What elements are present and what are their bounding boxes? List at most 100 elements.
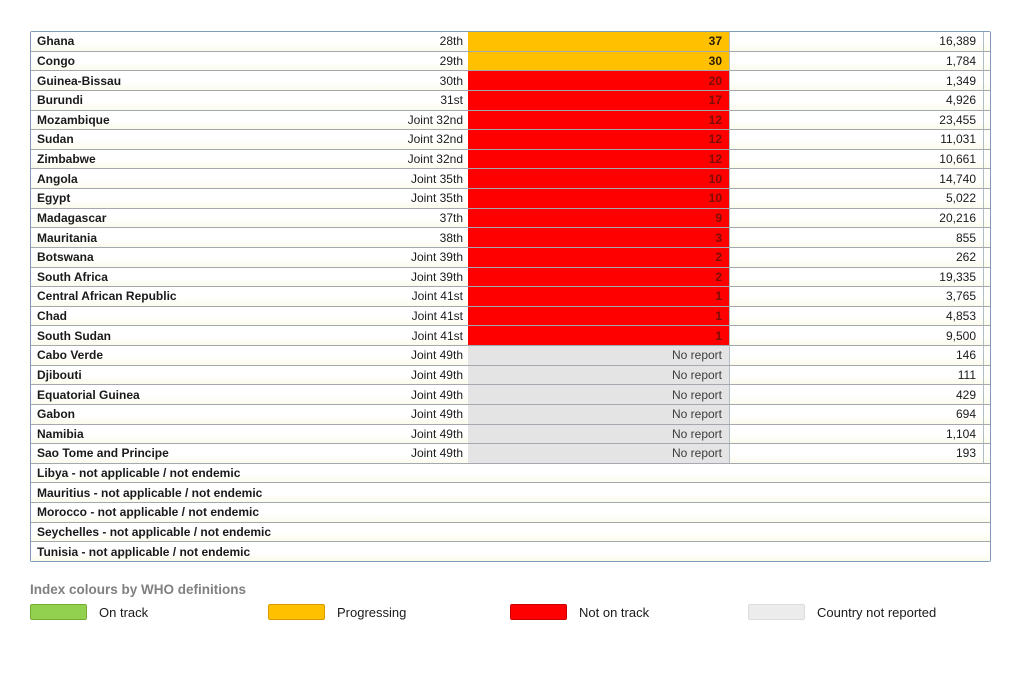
table-row: Equatorial Guinea Joint 49th No report 429 [31, 385, 990, 405]
table-row-not-applicable: Seychelles - not applicable / not endemi… [31, 522, 990, 543]
count-value: 429 [729, 385, 984, 404]
rank-value: Joint 39th [410, 269, 463, 284]
count-value: 3,765 [729, 287, 984, 306]
rank-value: 28th [439, 34, 463, 49]
legend-title: Index colours by WHO definitions [30, 582, 247, 597]
rank-value: Joint 49th [410, 446, 463, 461]
not-applicable-label: Tunisia - not applicable / not endemic [37, 544, 251, 559]
row-tail-spacer [984, 307, 990, 326]
index-score-cell: 2 [468, 267, 729, 287]
table-row: Gabon Joint 49th No report 694 [31, 404, 990, 425]
rank-value: 31st [440, 93, 463, 108]
row-tail-spacer [984, 385, 990, 404]
index-score-cell: 10 [468, 189, 729, 208]
rank-value: Joint 39th [410, 250, 463, 265]
country-name: Mauritania [37, 230, 98, 245]
count-value: 23,455 [729, 110, 984, 130]
country-name: Namibia [37, 426, 84, 441]
country-name: Djibouti [37, 367, 82, 382]
country-name: Zimbabwe [37, 152, 96, 167]
rank-value: Joint 32nd [407, 152, 463, 167]
rank-value: Joint 49th [410, 407, 463, 422]
rank-value: Joint 41st [411, 328, 463, 343]
country-ranking-table: Ghana 28th 37 16,389 Congo 29th 30 1,784 Guinea-… [30, 31, 991, 562]
count-value: 694 [729, 404, 984, 424]
table-row: South Sudan Joint 41st 1 9,500 [31, 326, 990, 346]
row-tail-spacer [984, 483, 990, 502]
table-row: Angola Joint 35th 10 14,740 [31, 169, 990, 189]
country-name: South Africa [37, 269, 108, 284]
count-value: 193 [729, 444, 984, 463]
index-score-cell: No report [468, 424, 729, 444]
not-applicable-label: Mauritius - not applicable / not endemic [37, 485, 263, 500]
index-score-cell: 20 [468, 71, 729, 90]
index-score-cell: No report [468, 365, 729, 385]
rank-value: Joint 49th [410, 426, 463, 441]
index-score-cell: 37 [468, 32, 729, 51]
country-not-reported-swatch-icon [748, 604, 805, 620]
count-value: 146 [729, 346, 984, 365]
count-value: 1,784 [729, 51, 984, 71]
rank-value: 37th [439, 210, 463, 225]
table-row: Mozambique Joint 32nd 12 23,455 [31, 110, 990, 131]
table-row-not-applicable: Tunisia - not applicable / not endemic [31, 542, 990, 561]
progressing-swatch-icon [268, 604, 325, 620]
country-name: South Sudan [37, 328, 111, 343]
not-applicable-label: Seychelles - not applicable / not endemi… [37, 524, 272, 539]
country-name: Madagascar [37, 210, 107, 225]
table-row: Ghana 28th 37 16,389 [31, 32, 990, 52]
country-name: Sudan [37, 132, 74, 147]
rank-value: Joint 49th [410, 387, 463, 402]
legend-item-progressing: Progressing [268, 604, 406, 620]
legend-label: Progressing [337, 604, 407, 620]
row-tail-spacer [984, 189, 990, 208]
count-value: 9,500 [729, 326, 984, 345]
count-value: 14,740 [729, 169, 984, 188]
row-tail-spacer [984, 287, 990, 306]
index-score-cell: No report [468, 385, 729, 404]
index-score-cell: 1 [468, 306, 729, 326]
count-value: 5,022 [729, 189, 984, 208]
count-value: 11,031 [729, 130, 984, 149]
count-value: 111 [729, 365, 984, 385]
count-value: 19,335 [729, 267, 984, 287]
row-tail-spacer [984, 268, 990, 287]
row-tail-spacer [984, 366, 990, 385]
rank-value: 30th [439, 73, 463, 88]
country-name: Cabo Verde [37, 348, 104, 363]
country-name: Chad [37, 309, 67, 324]
count-value: 1,349 [729, 71, 984, 90]
rank-value: Joint 35th [410, 191, 463, 206]
row-tail-spacer [984, 503, 990, 522]
table-row: Zimbabwe Joint 32nd 12 10,661 [31, 149, 990, 170]
legend-item-country-not-reported: Country not reported [748, 604, 936, 620]
row-tail-spacer [984, 130, 990, 149]
table-row: Mauritania 38th 3 855 [31, 228, 990, 248]
table-row: Congo 29th 30 1,784 [31, 51, 990, 72]
country-name: Gabon [37, 407, 75, 422]
row-tail-spacer [984, 52, 990, 71]
rank-value: Joint 41st [411, 309, 463, 324]
rank-value: Joint 35th [410, 171, 463, 186]
country-name: Ghana [37, 34, 75, 49]
rank-value: Joint 32nd [407, 132, 463, 147]
table-row-not-applicable: Libya - not applicable / not endemic [31, 463, 990, 484]
row-tail-spacer [984, 150, 990, 169]
index-score-cell: 3 [468, 228, 729, 247]
index-score-cell: No report [468, 404, 729, 424]
index-score-cell: 12 [468, 130, 729, 149]
legend-label: Country not reported [817, 604, 937, 620]
row-tail-spacer [984, 326, 990, 345]
row-tail-spacer [984, 248, 990, 267]
legend-label: Not on track [579, 604, 650, 620]
table-row-not-applicable: Mauritius - not applicable / not endemic [31, 483, 990, 503]
count-value: 4,853 [729, 306, 984, 326]
index-score-cell: 1 [468, 326, 729, 345]
row-tail-spacer [984, 111, 990, 130]
country-name: Sao Tome and Principe [37, 446, 169, 461]
rank-value: Joint 32nd [407, 112, 463, 127]
country-name: Equatorial Guinea [37, 387, 140, 402]
index-score-cell: 12 [468, 110, 729, 130]
country-name: Angola [37, 171, 78, 186]
rank-value: Joint 41st [411, 289, 463, 304]
